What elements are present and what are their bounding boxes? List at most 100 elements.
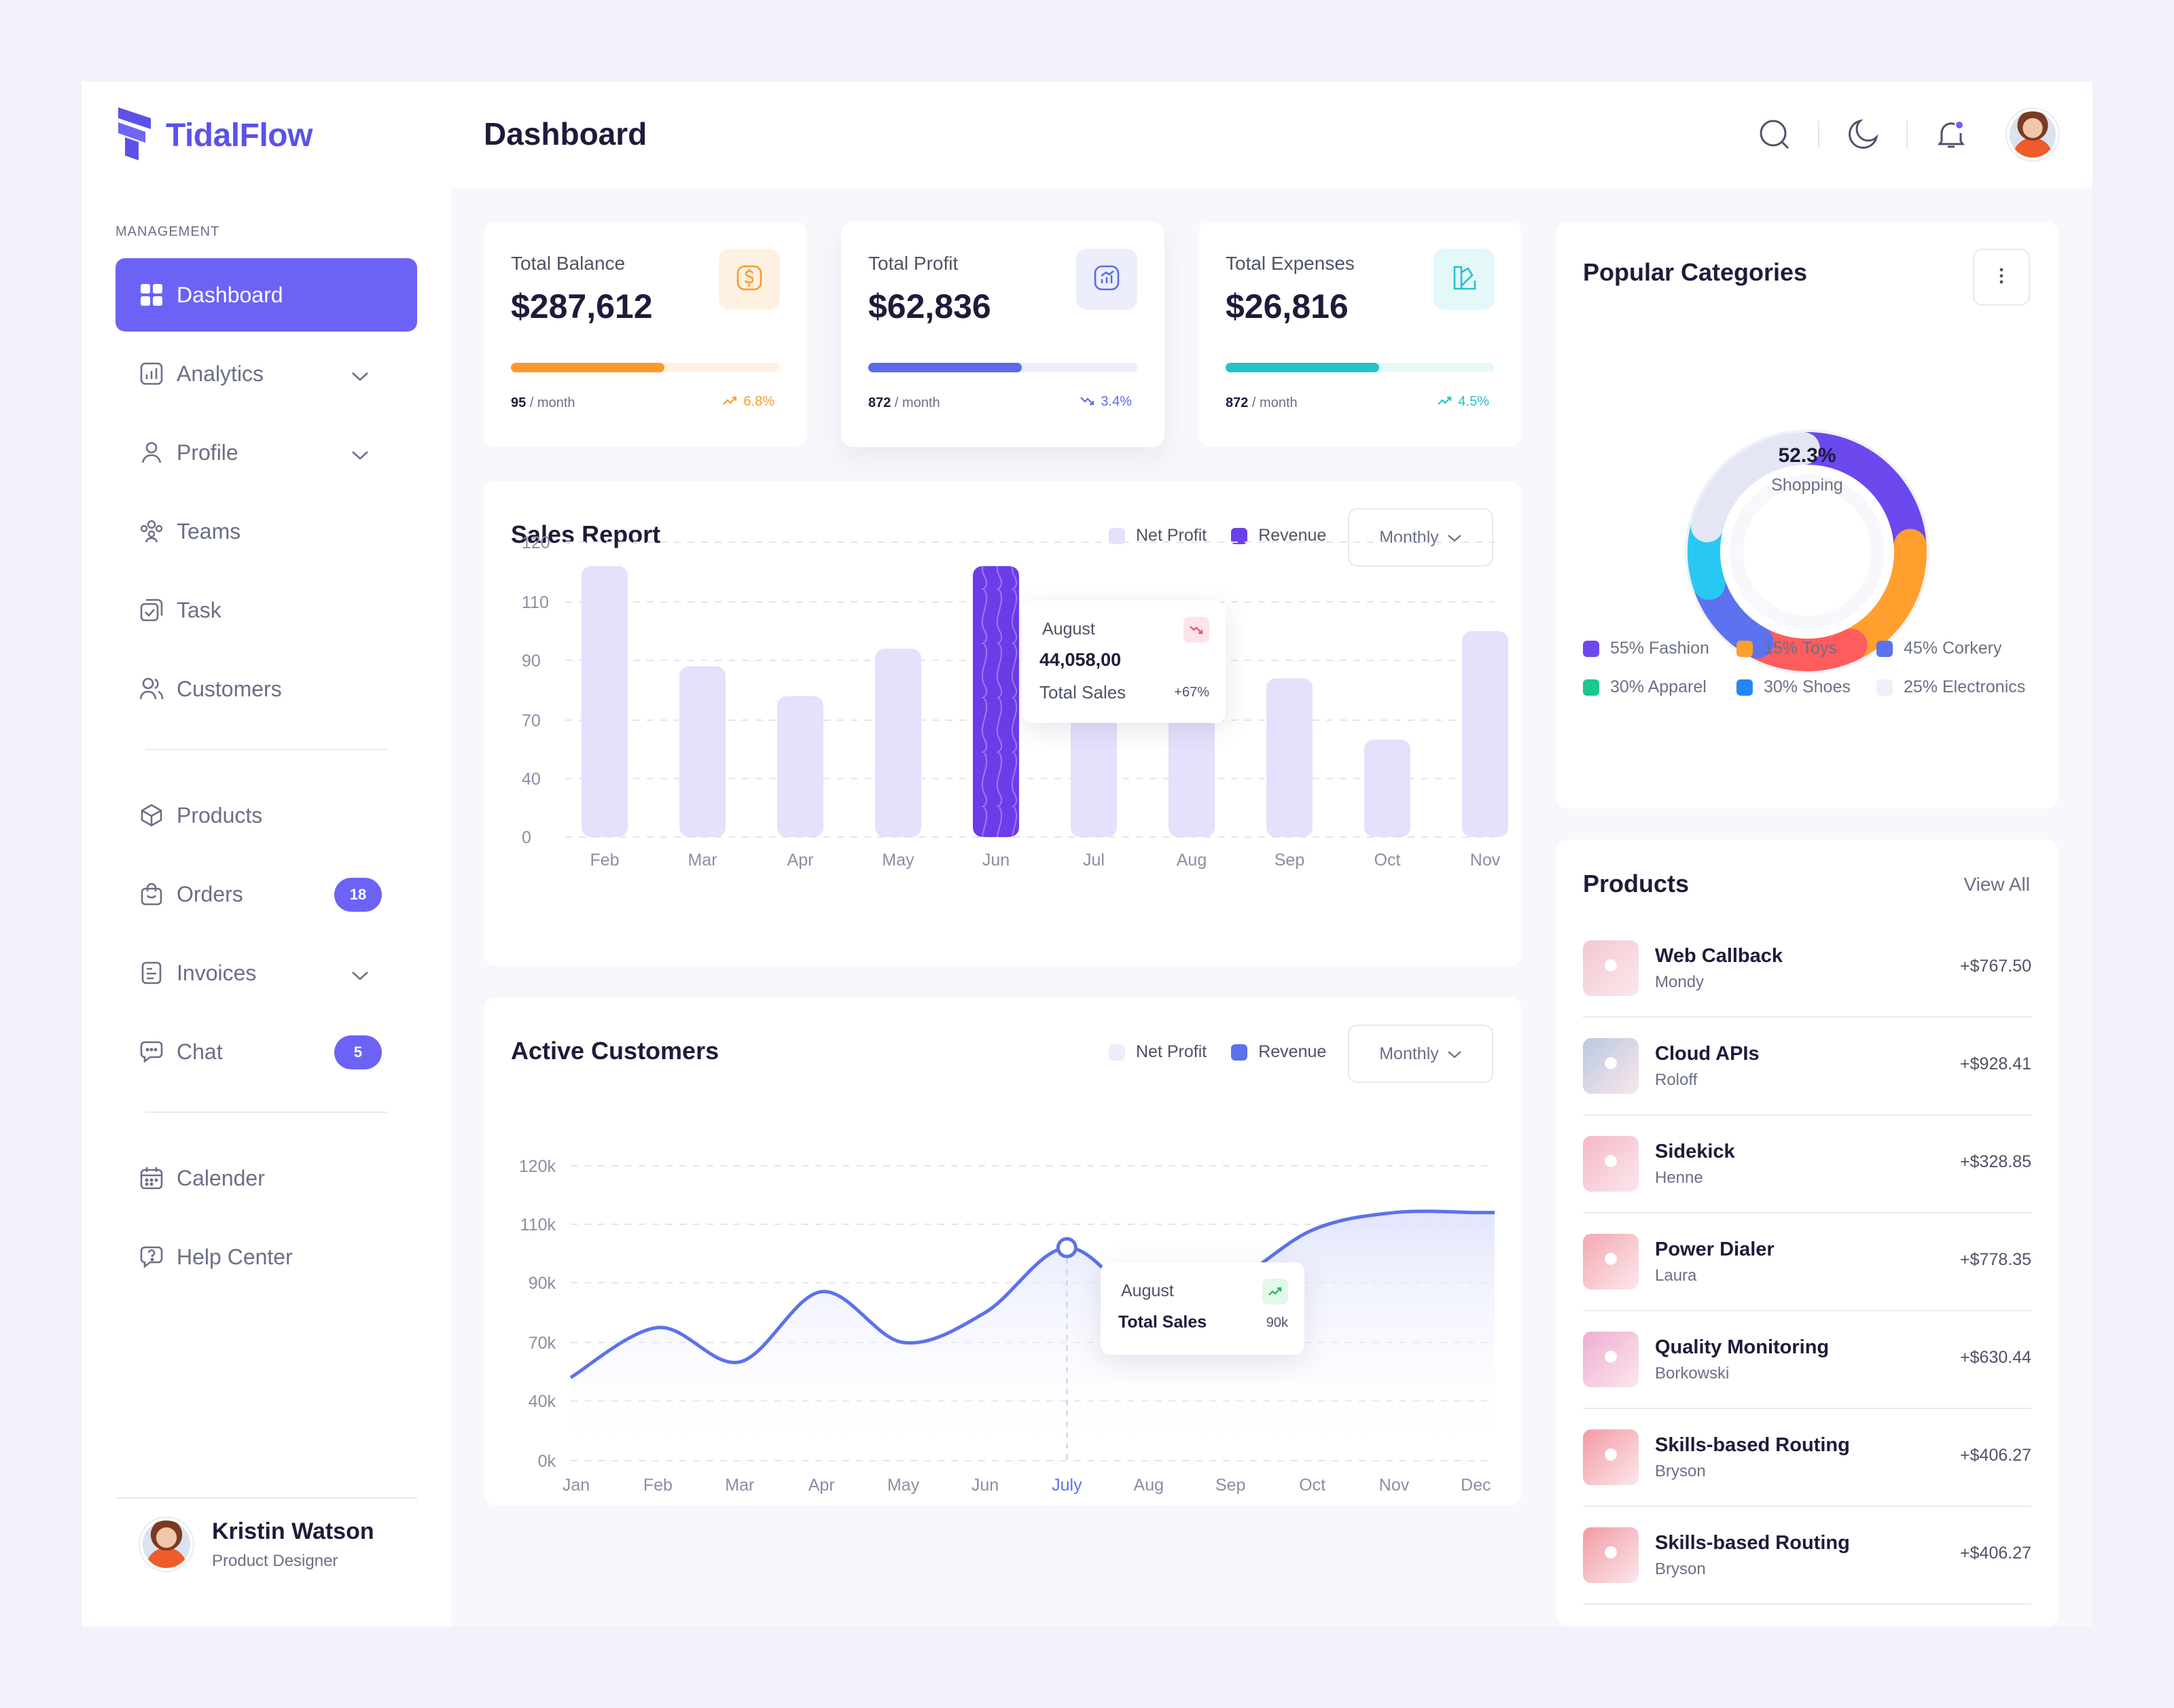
list-item[interactable]: Cloud APIs Roloff +$928.41 — [1583, 1018, 2031, 1116]
trend-down-icon — [1080, 394, 1095, 410]
sidebar-item-orders[interactable]: Orders 18 — [115, 857, 417, 931]
list-item[interactable]: Sidekick Henne +$328.85 — [1583, 1116, 2031, 1213]
avatar[interactable] — [2007, 109, 2059, 160]
sidebar-item-teams[interactable]: Teams — [115, 495, 417, 568]
categories-legend: 55% Fashion 15% Toys 45% Corkery 30% App… — [1583, 639, 2045, 697]
stat-title: Total Profit — [868, 253, 959, 274]
legend-label: 55% Fashion — [1610, 639, 1709, 658]
product-vendor: Henne — [1655, 1168, 1703, 1187]
product-name: Power Dialer — [1655, 1238, 1775, 1260]
stat-icon-box — [719, 249, 780, 310]
list-item[interactable]: Quality Monitoring Borkowski +$630.44 — [1583, 1311, 2031, 1409]
stat-card-total-expenses: Total Expenses $26,816 872 / month 4.5% — [1198, 221, 1522, 447]
chevron-down-icon[interactable] — [351, 442, 370, 467]
logo[interactable]: TidalFlow — [115, 106, 313, 165]
categories-donut-chart — [1685, 429, 1929, 674]
sidebar-item-customers[interactable]: Customers — [115, 652, 417, 726]
product-thumbnail — [1583, 1136, 1639, 1192]
progress-bar — [1226, 363, 1495, 372]
dollar-icon — [736, 264, 763, 295]
product-price: +$328.85 — [1960, 1152, 2031, 1171]
product-thumbnail — [1583, 1332, 1639, 1387]
legend-item-net-profit[interactable]: Net Profit — [1109, 1042, 1207, 1062]
list-item[interactable]: Skills-based Routing Bryson +$406.27 — [1583, 1507, 2031, 1605]
product-list: Web Callback Mondy +$767.50 Cloud APIs Rolo… — [1583, 920, 2031, 1605]
grid-icon — [139, 282, 164, 308]
highlight-point — [1056, 1236, 1077, 1258]
sidebar-item-dashboard[interactable]: Dashboard — [115, 258, 417, 332]
stat-count: 872 / month — [1226, 395, 1298, 411]
x-tick-label: Apr — [808, 1476, 835, 1495]
active-customers-title: Active Customers — [511, 1037, 719, 1065]
bar-feb — [582, 566, 628, 837]
donut-slice-toys — [1838, 529, 1927, 660]
period-dropdown[interactable]: Monthly — [1348, 508, 1493, 567]
app-name: TidalFlow — [166, 118, 313, 154]
x-tick-label: Nov — [1470, 851, 1501, 870]
toolbar-separator — [1818, 121, 1819, 148]
sales-report-title: Sales Report — [511, 520, 661, 548]
sidebar-item-products[interactable]: Products — [115, 779, 417, 852]
legend-label: Net Profit — [1136, 1042, 1207, 1061]
product-price: +$406.27 — [1960, 1544, 2031, 1563]
sidebar-item-analytics[interactable]: Analytics — [115, 337, 417, 410]
product-thumbnail — [1583, 1429, 1639, 1485]
area-fill — [571, 1211, 1495, 1461]
sidebar-item-task[interactable]: Task — [115, 573, 417, 647]
product-vendor: Roloff — [1655, 1070, 1698, 1089]
chevron-down-icon[interactable] — [351, 363, 370, 388]
sidebar-item-calender[interactable]: Calender — [115, 1141, 417, 1215]
legend-label: 45% Corkery — [1904, 639, 2002, 658]
period-dropdown[interactable]: Monthly — [1348, 1025, 1493, 1083]
x-tick-label: Aug — [1134, 1476, 1164, 1495]
list-item[interactable]: Skills-based Routing Bryson +$406.27 — [1583, 1409, 2031, 1507]
user-profile[interactable]: Kristin Watson Product Designer — [115, 1497, 417, 1571]
tooltip-label: Total Sales — [1039, 682, 1126, 702]
more-options-button[interactable] — [1973, 249, 2030, 306]
sidebar-item-label: Task — [177, 597, 221, 622]
x-tick-label: Apr — [787, 851, 814, 870]
user-icon — [139, 440, 164, 465]
progress-fill — [511, 363, 664, 372]
sidebar-item-help-center[interactable]: Help Center — [115, 1220, 417, 1294]
product-name: Web Callback — [1655, 944, 1783, 967]
customers-tooltip: August Total Sales 90k — [1101, 1262, 1304, 1355]
x-tick-label: Feb — [590, 851, 619, 870]
legend-label: 30% Apparel — [1610, 677, 1707, 696]
sidebar-item-label: Products — [177, 802, 263, 828]
list-item[interactable]: Web Callback Mondy +$767.50 — [1583, 920, 2031, 1018]
list-item[interactable]: Power Dialer Laura +$778.35 — [1583, 1213, 2031, 1311]
sidebar-nav: Dashboard Analytics Profile T — [115, 258, 417, 1299]
donut-center-label: Shopping — [1771, 476, 1843, 495]
stat-value: $62,836 — [868, 287, 991, 325]
bar-nov — [1462, 631, 1508, 837]
products-card: Products View All Web Callback Mondy +$767… — [1556, 840, 2059, 1626]
toolbar-separator — [1906, 121, 1908, 148]
tooltip-label: Total Sales — [1118, 1313, 1207, 1332]
stat-count-value: 95 — [511, 395, 527, 410]
view-all-link[interactable]: View All — [1963, 874, 2030, 895]
stat-delta: 6.8% — [723, 394, 774, 410]
legend-label: 25% Electronics — [1904, 677, 2026, 696]
sidebar-item-chat[interactable]: Chat 5 — [115, 1015, 417, 1088]
legend-item-revenue[interactable]: Revenue — [1231, 1042, 1326, 1062]
bell-icon[interactable] — [1925, 109, 1977, 160]
sidebar-item-label: Calender — [177, 1165, 265, 1190]
y-tick-label: 90 — [522, 652, 541, 671]
invoice-icon — [139, 960, 164, 986]
product-price: +$630.44 — [1960, 1348, 2031, 1367]
popular-categories-title: Popular Categories — [1583, 258, 1808, 286]
sidebar-item-profile[interactable]: Profile — [115, 416, 417, 489]
sidebar-item-invoices[interactable]: Invoices — [115, 936, 417, 1010]
chevron-down-icon[interactable] — [351, 962, 370, 987]
chevron-down-icon — [1447, 1044, 1462, 1064]
user-role: Product Designer — [212, 1551, 338, 1570]
stat-icon-box — [1433, 249, 1495, 310]
stat-icon-box — [1076, 249, 1137, 310]
bar-sep — [1266, 678, 1313, 837]
avatar — [140, 1518, 193, 1571]
legend-swatch — [1583, 679, 1599, 696]
moon-icon[interactable] — [1837, 109, 1889, 160]
donut-inner-core — [1743, 488, 1871, 616]
search-icon[interactable] — [1749, 109, 1800, 160]
